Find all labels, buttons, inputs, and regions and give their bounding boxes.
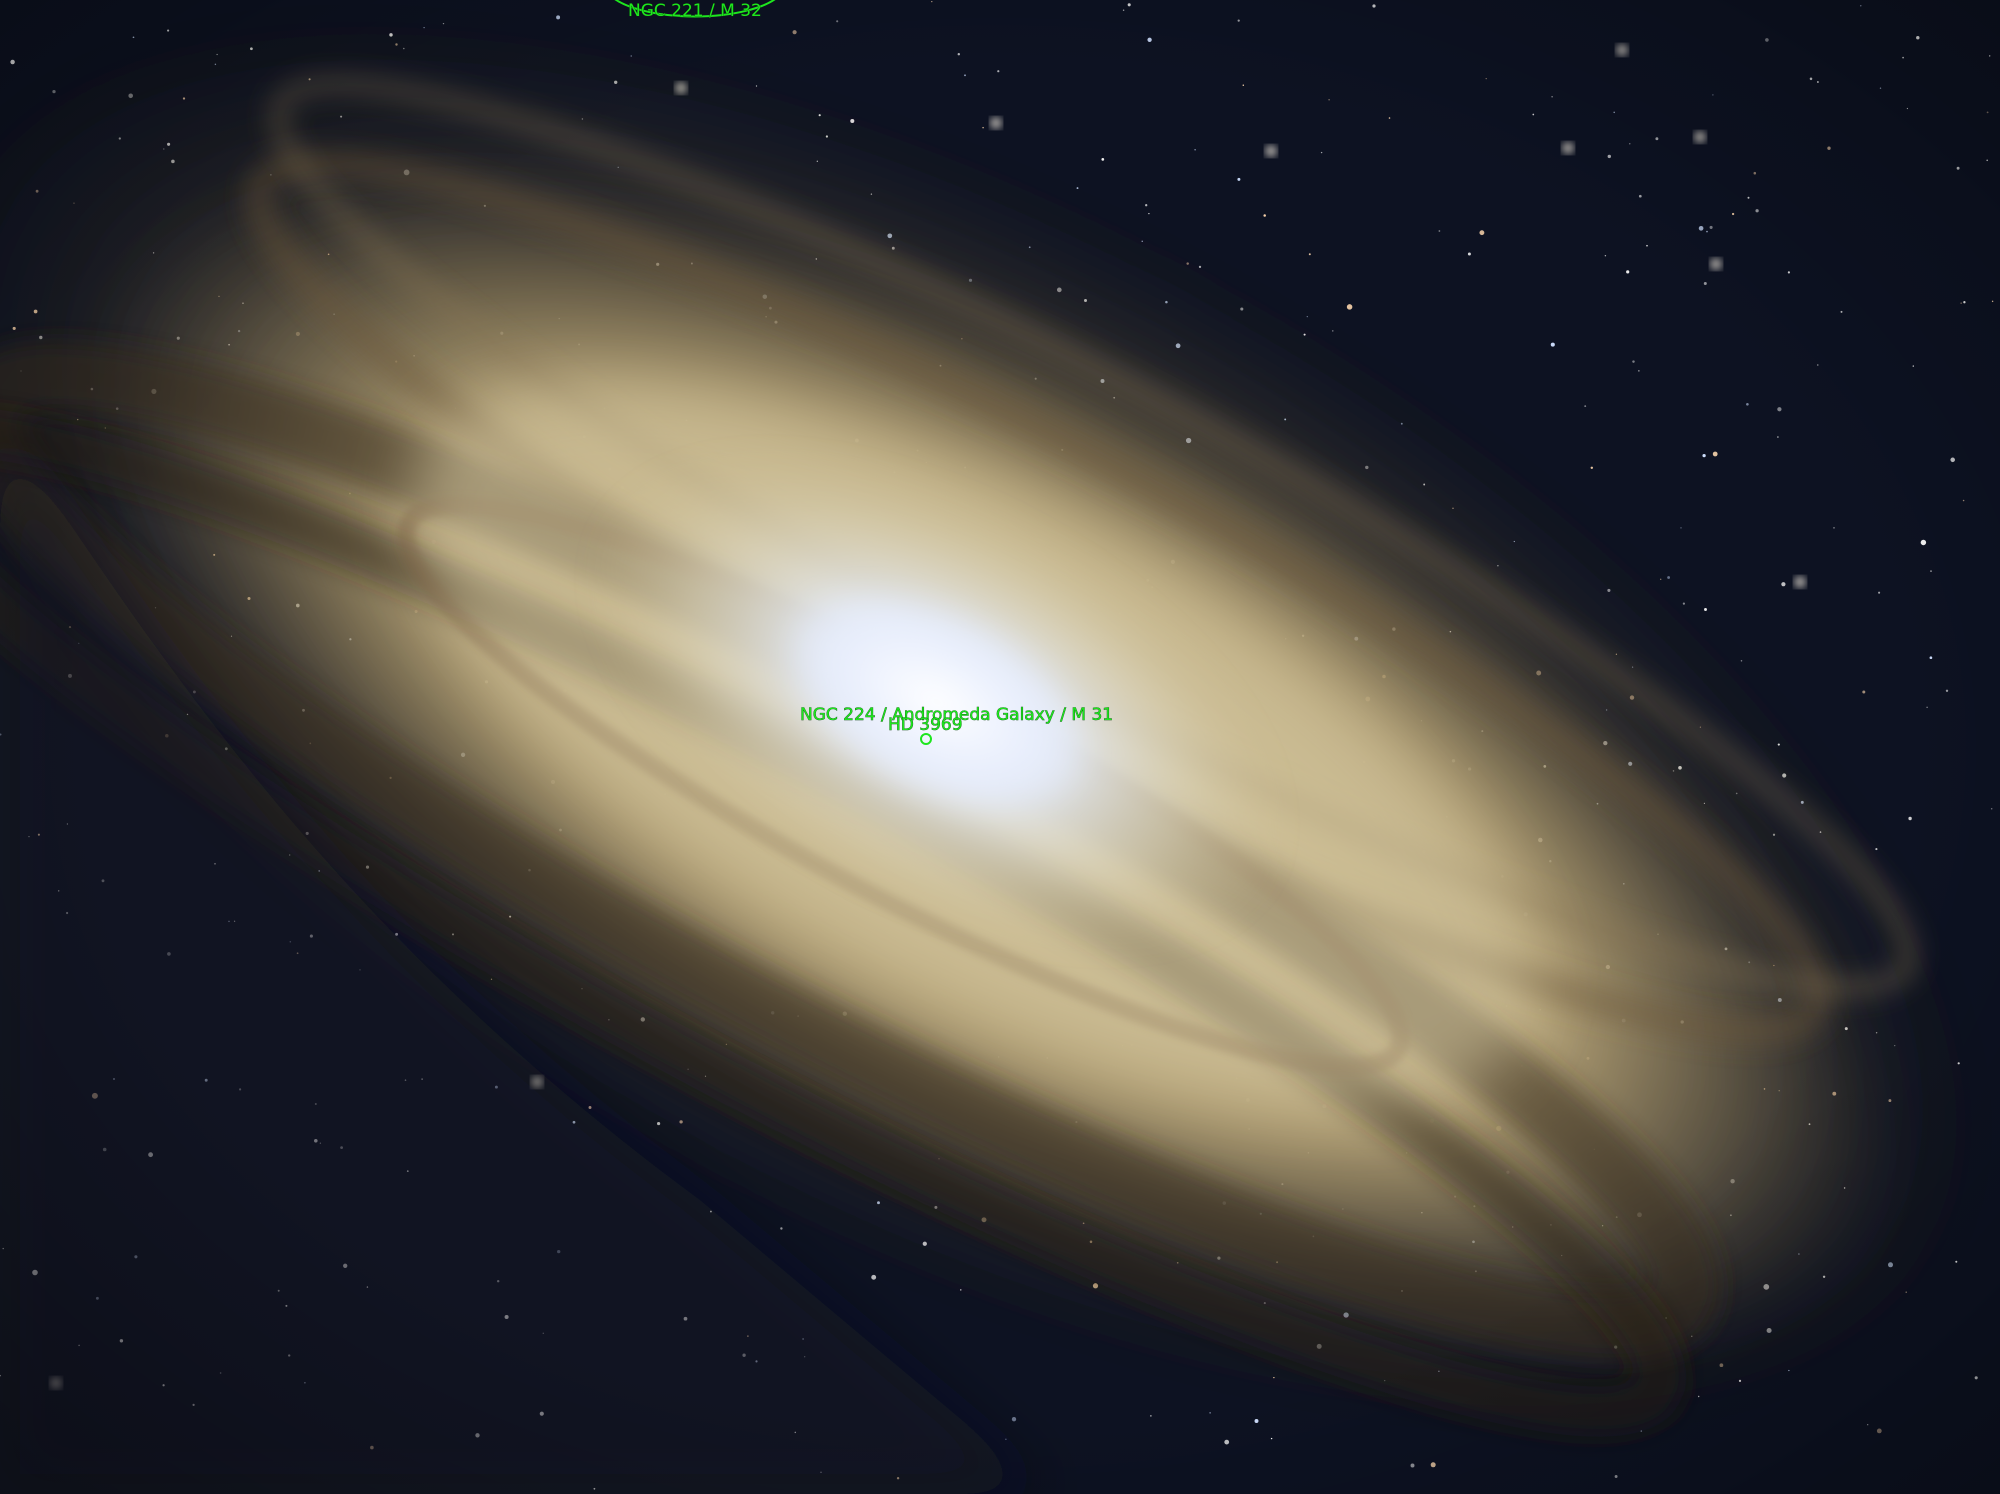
annotation-hd3969[interactable]: HD 3969 [888,715,963,745]
hd3969-label: HD 3969 [888,715,963,735]
m31-label: NGC 224 / Andromeda Galaxy / M 31 [800,705,1113,725]
annotation-m32[interactable]: NGC 221 / M 32 [610,0,780,21]
m32-label: NGC 221 / M 32 [628,1,762,21]
hd3969-marker-icon[interactable] [920,733,932,745]
annotation-m31[interactable]: NGC 224 / Andromeda Galaxy / M 31 [800,705,1114,726]
